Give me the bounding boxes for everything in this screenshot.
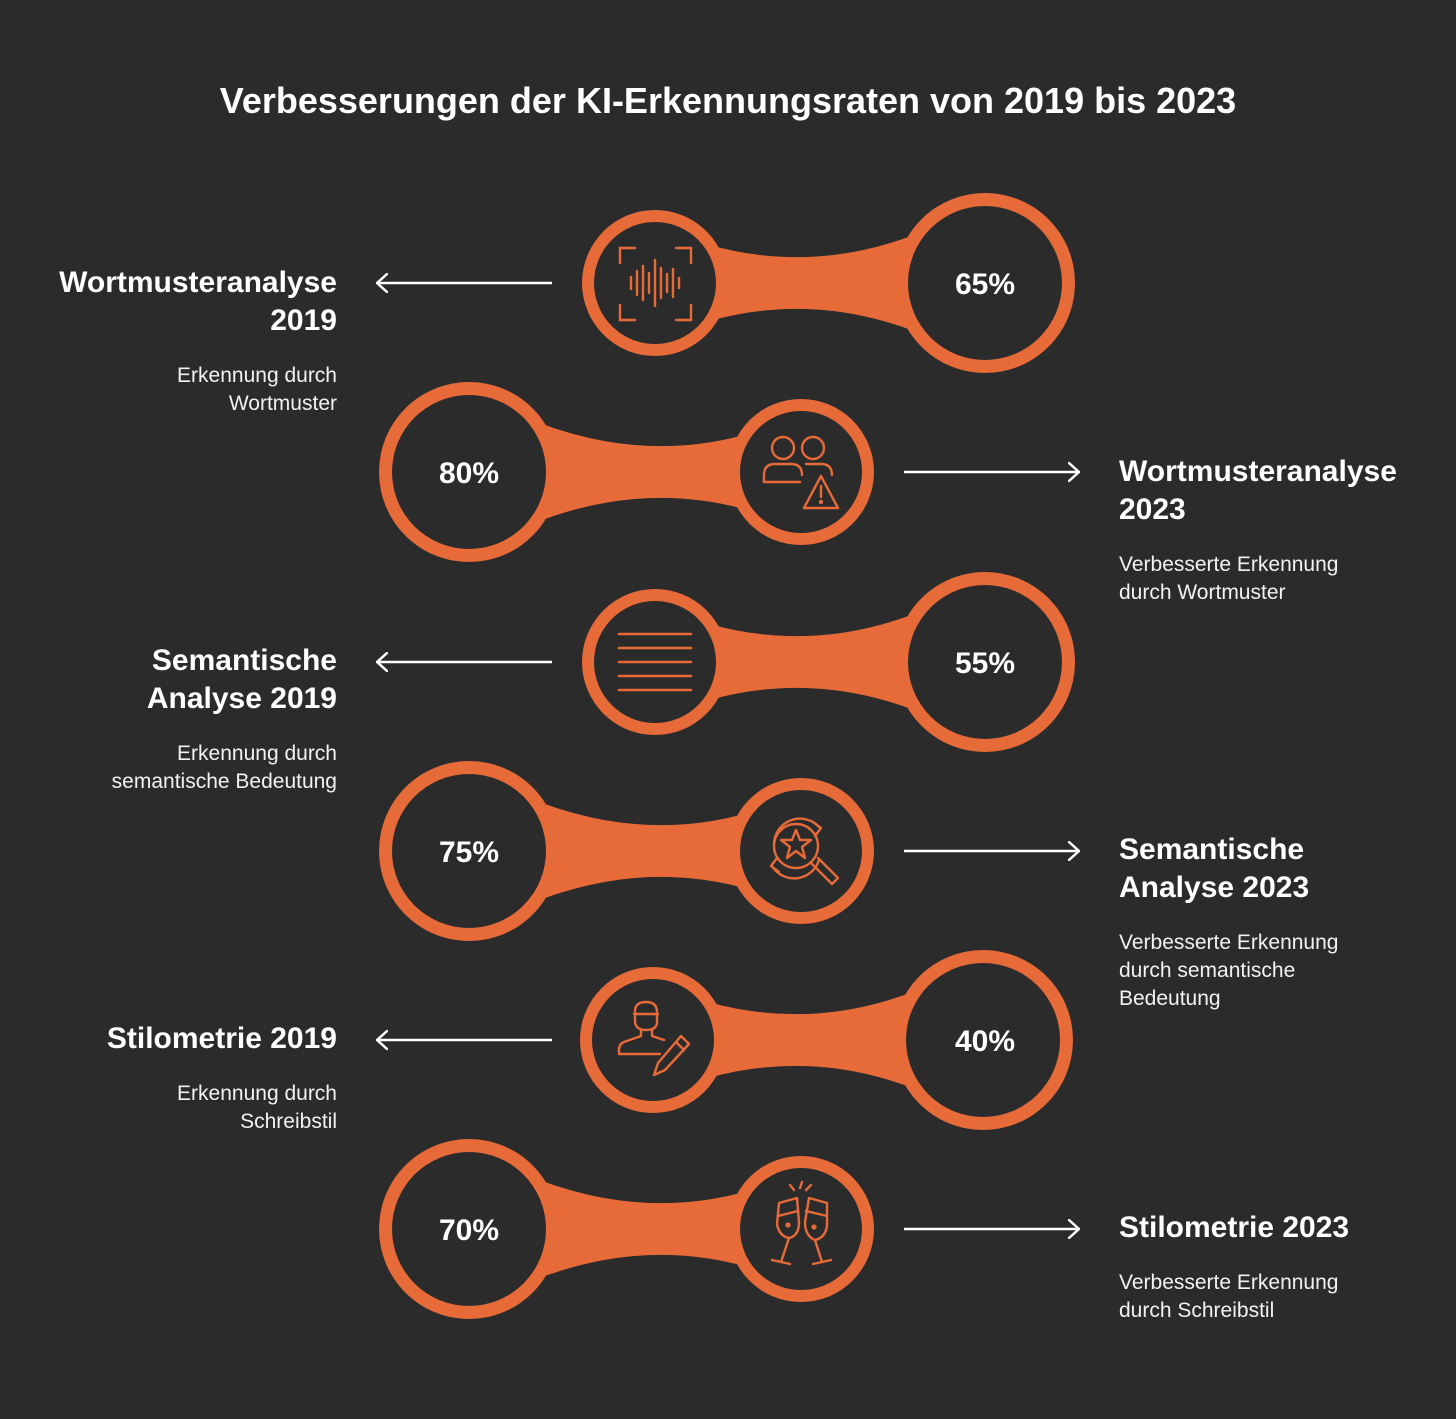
stage-1-value: 65% bbox=[955, 268, 1015, 301]
stage-3-desc-line-2: semantische Bedeutung bbox=[111, 770, 337, 793]
stage-6-value: 70% bbox=[439, 1214, 499, 1247]
stage-5-desc-line-1: Erkennung durch bbox=[177, 1082, 337, 1105]
stage-6-label: Stilometrie 2023 Verbesserte Erkennung d… bbox=[1119, 1209, 1439, 1325]
stage-2-title-line-1: Wortmusteranalyse bbox=[1119, 455, 1397, 488]
page-title: Verbesserungen der KI-Erkennungsraten vo… bbox=[219, 80, 1237, 121]
stage-3-connector: 55% bbox=[582, 572, 1075, 752]
stage-2-desc-line-2: durch Wortmuster bbox=[1119, 581, 1286, 604]
stage-5-connector: 40% bbox=[580, 950, 1073, 1130]
stage-4-connector: 75% bbox=[379, 761, 874, 941]
stage-1-title-line-2: 2019 bbox=[270, 304, 337, 337]
stage-5-description: Erkennung durch Schreibstil bbox=[17, 1080, 337, 1136]
stage-4-desc-line-2: durch semantische bbox=[1119, 959, 1296, 982]
stage-6-title-line-1: Stilometrie 2023 bbox=[1119, 1211, 1350, 1244]
stage-6-connector: 70% bbox=[379, 1139, 874, 1319]
stage-1-desc-line-1: Erkennung durch bbox=[177, 364, 337, 387]
stage-4-value: 75% bbox=[439, 836, 499, 869]
stage-5-label: Stilometrie 2019 Erkennung durch Schreib… bbox=[17, 1020, 337, 1136]
stage-2-description: Verbesserte Erkennung durch Wortmuster bbox=[1119, 551, 1439, 607]
search-star-icon bbox=[769, 817, 840, 886]
stage-4-title: Semantische Analyse 2023 bbox=[1119, 831, 1439, 907]
stage-1-connector: 65% bbox=[582, 193, 1075, 373]
stage-3-desc-line-1: Erkennung durch bbox=[177, 742, 337, 765]
stage-4-title-line-1: Semantische bbox=[1119, 833, 1305, 866]
stage-2-connector: 80% bbox=[379, 382, 874, 562]
stage-6-title: Stilometrie 2023 bbox=[1119, 1209, 1439, 1247]
stage-1-title-line-1: Wortmusteranalyse bbox=[59, 266, 337, 299]
stage-1-desc-line-2: Wortmuster bbox=[228, 392, 337, 415]
stage-4-description: Verbesserte Erkennung durch semantische … bbox=[1119, 929, 1439, 1013]
stage-6-desc-line-2: durch Schreibstil bbox=[1119, 1299, 1275, 1322]
stage-5-title-line-1: Stilometrie 2019 bbox=[106, 1022, 337, 1055]
stage-4-label: Semantische Analyse 2023 Verbesserte Erk… bbox=[1119, 831, 1439, 1013]
stage-2-desc-line-1: Verbesserte Erkennung bbox=[1119, 553, 1339, 576]
stage-6-desc-line-1: Verbesserte Erkennung bbox=[1119, 1271, 1339, 1294]
stage-3-value: 55% bbox=[955, 647, 1015, 680]
stage-3-title-line-2: Analyse 2019 bbox=[146, 682, 337, 715]
stage-3-title: Semantische Analyse 2019 bbox=[17, 642, 337, 718]
stage-4-title-line-2: Analyse 2023 bbox=[1119, 871, 1310, 904]
stage-3-label: Semantische Analyse 2019 Erkennung durch… bbox=[17, 642, 337, 796]
stage-1-description: Erkennung durch Wortmuster bbox=[17, 362, 337, 418]
stage-6-description: Verbesserte Erkennung durch Schreibstil bbox=[1119, 1269, 1439, 1325]
stage-3-title-line-1: Semantische bbox=[151, 644, 337, 677]
users-warning-icon bbox=[762, 435, 840, 510]
stage-2-title-line-2: 2023 bbox=[1119, 493, 1186, 526]
stage-4-desc-line-3: Bedeutung bbox=[1119, 987, 1221, 1010]
stage-3-description: Erkennung durch semantische Bedeutung bbox=[17, 740, 337, 796]
stage-2-label: Wortmusteranalyse 2023 Verbesserte Erken… bbox=[1119, 453, 1439, 607]
text-lines-icon bbox=[617, 632, 693, 692]
voice-waveform-icon bbox=[618, 246, 693, 322]
stage-5-desc-line-2: Schreibstil bbox=[240, 1110, 337, 1133]
stage-5-title: Stilometrie 2019 bbox=[17, 1020, 337, 1058]
stage-1-label: Wortmusteranalyse 2019 Erkennung durch W… bbox=[17, 264, 337, 418]
stage-2-value: 80% bbox=[439, 457, 499, 490]
stage-1-title: Wortmusteranalyse 2019 bbox=[17, 264, 337, 340]
stage-5-value: 40% bbox=[955, 1025, 1015, 1058]
toast-glasses-icon bbox=[770, 1180, 833, 1266]
user-edit-icon bbox=[617, 1000, 691, 1077]
stage-4-desc-line-1: Verbesserte Erkennung bbox=[1119, 931, 1339, 954]
stage-2-title: Wortmusteranalyse 2023 bbox=[1119, 453, 1439, 529]
